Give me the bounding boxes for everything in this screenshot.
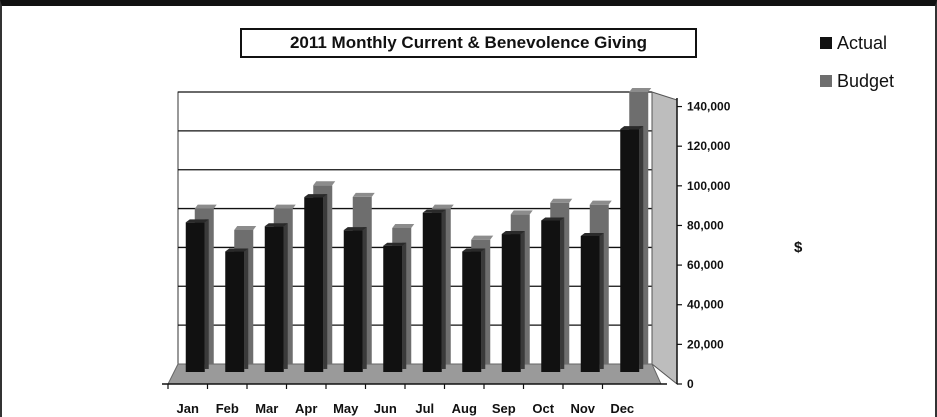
- y-tick-label: 140,000: [687, 100, 731, 114]
- actual-bar: [422, 212, 442, 372]
- x-tick-label: Apr: [295, 401, 317, 416]
- actual-bar-side: [283, 223, 288, 369]
- x-tick-label: Mar: [255, 401, 278, 416]
- budget-bar-top: [431, 204, 454, 209]
- legend-label-actual: Actual: [837, 32, 888, 53]
- budget-bar-top: [234, 225, 257, 230]
- chart-title: 2011 Monthly Current & Benevolence Givin…: [240, 28, 697, 58]
- actual-bar-top: [185, 219, 209, 223]
- y-tick-label: 60,000: [687, 258, 724, 272]
- legend-swatch-actual: [820, 37, 832, 49]
- actual-bar-side: [481, 248, 486, 369]
- actual-bar-top: [343, 227, 367, 231]
- actual-bar: [501, 234, 521, 372]
- y-tick-label: 40,000: [687, 298, 724, 312]
- actual-bar: [185, 222, 205, 372]
- actual-bar: [541, 220, 561, 372]
- budget-bar-top: [352, 192, 375, 197]
- actual-bar: [383, 245, 403, 372]
- back-wall: [177, 91, 653, 365]
- y-tick-label: 100,000: [687, 179, 731, 193]
- x-tick-label: May: [333, 401, 359, 416]
- x-tick-label: Oct: [532, 401, 554, 416]
- actual-bar: [225, 251, 245, 372]
- actual-bar-side: [244, 248, 249, 369]
- bar-chart: 0 20,000 40,000 60,000 80,000 100,000 120,000 1…: [162, 88, 731, 416]
- x-tick-label: Dec: [610, 401, 634, 416]
- y-tick-label: 0: [687, 377, 694, 391]
- budget-bar-top: [589, 200, 612, 205]
- actual-bar-side: [520, 231, 525, 369]
- x-tick-label: Feb: [216, 401, 239, 416]
- actual-bar-side: [639, 126, 644, 370]
- actual-bar-top: [501, 231, 525, 235]
- x-tick-label: Sep: [492, 401, 516, 416]
- y-tick-label: 20,000: [687, 337, 724, 351]
- x-tick-label: Jan: [177, 401, 199, 416]
- y-tick-label: 120,000: [687, 139, 731, 153]
- actual-bar-side: [441, 209, 446, 369]
- budget-bar-top: [194, 204, 217, 209]
- y-axis-label: $: [794, 239, 803, 256]
- x-tick-label: Aug: [452, 401, 477, 416]
- actual-bar-top: [580, 233, 604, 236]
- actual-bar-side: [599, 233, 604, 369]
- actual-bar-side: [402, 242, 407, 369]
- actual-bar-side: [323, 194, 328, 369]
- budget-bar-top: [629, 88, 652, 92]
- side-wall: [651, 91, 678, 386]
- budget-bar-top: [313, 181, 336, 186]
- actual-bar: [304, 197, 324, 372]
- actual-bar: [264, 226, 284, 372]
- x-tick-label: Nov: [570, 401, 595, 416]
- budget-bar-top: [510, 210, 533, 215]
- actual-bar-top: [462, 248, 486, 252]
- actual-bar-top: [422, 209, 446, 213]
- y-tick-label: 80,000: [687, 218, 724, 232]
- legend-item-actual: Actual: [820, 30, 894, 56]
- legend-swatch-budget: [820, 75, 832, 87]
- actual-bar-top: [620, 126, 644, 130]
- actual-bar-side: [362, 227, 367, 369]
- actual-bar-top: [264, 223, 288, 227]
- actual-bar: [343, 230, 363, 372]
- actual-bar-top: [225, 248, 249, 252]
- actual-bar-side: [204, 219, 209, 369]
- actual-bar: [580, 236, 600, 372]
- legend-item-budget: Budget: [820, 68, 894, 94]
- budget-bar-top: [471, 235, 494, 240]
- actual-bar-side: [560, 217, 565, 369]
- actual-bar: [620, 129, 640, 372]
- budget-bar-top: [550, 198, 573, 203]
- chart-legend: Actual Budget: [820, 30, 894, 106]
- budget-bar-top: [392, 224, 415, 228]
- actual-bar-top: [304, 194, 328, 198]
- actual-bar: [462, 251, 482, 372]
- budget-bar-top: [273, 204, 296, 209]
- x-tick-label: Jul: [415, 401, 434, 416]
- x-tick-label: Jun: [374, 401, 397, 416]
- actual-bar-top: [383, 242, 407, 246]
- legend-label-budget: Budget: [837, 70, 895, 91]
- actual-bar-top: [541, 217, 565, 221]
